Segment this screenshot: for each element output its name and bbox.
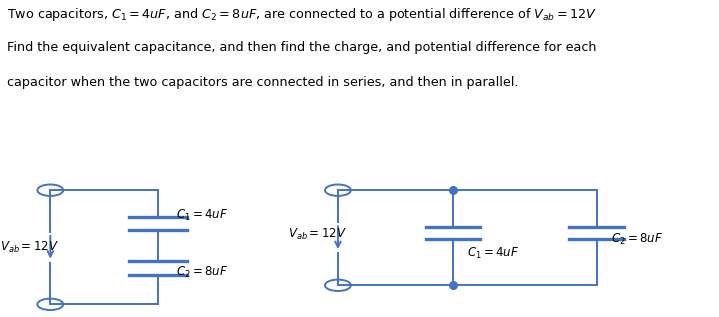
Text: $V_{ab} = 12V$: $V_{ab} = 12V$ bbox=[288, 227, 347, 242]
Text: Find the equivalent capacitance, and then find the charge, and potential differe: Find the equivalent capacitance, and the… bbox=[7, 41, 597, 54]
Text: $C_2 = 8uF$: $C_2 = 8uF$ bbox=[176, 265, 228, 280]
Text: $V_{ab} = 12V$: $V_{ab} = 12V$ bbox=[0, 240, 59, 255]
Text: Two capacitors, $C_1 = 4uF$, and $C_2 = 8uF$, are connected to a potential diffe: Two capacitors, $C_1 = 4uF$, and $C_2 = … bbox=[7, 6, 597, 23]
Text: capacitor when the two capacitors are connected in series, and then in parallel.: capacitor when the two capacitors are co… bbox=[7, 76, 518, 89]
Text: $C_1 = 4uF$: $C_1 = 4uF$ bbox=[467, 246, 519, 261]
Text: $C_1 = 4uF$: $C_1 = 4uF$ bbox=[176, 208, 228, 223]
Text: $C_2 = 8uF$: $C_2 = 8uF$ bbox=[611, 232, 663, 247]
